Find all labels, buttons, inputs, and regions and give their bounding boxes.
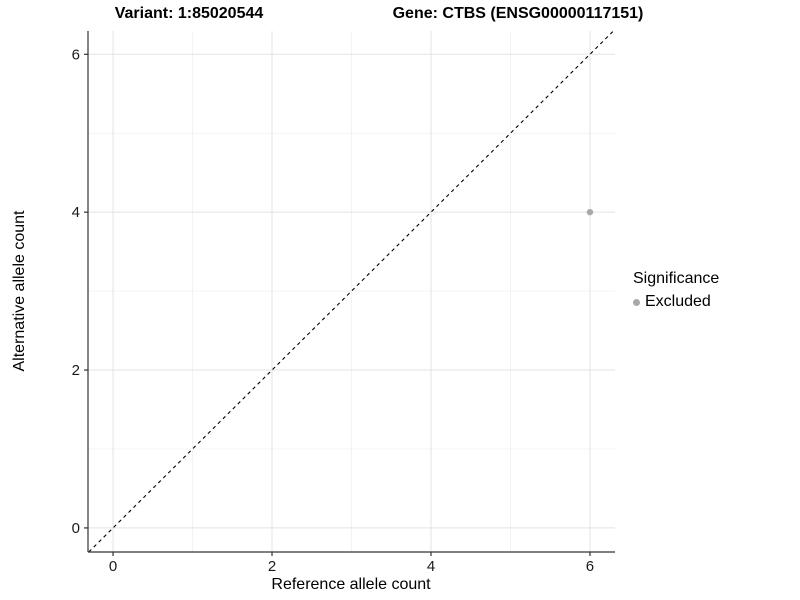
x-tick-label: 4 — [427, 558, 435, 575]
x-axis-label: Reference allele count — [271, 576, 431, 593]
legend-item-label: Excluded — [645, 293, 711, 310]
y-tick-label: 0 — [72, 520, 80, 537]
data-point — [586, 208, 594, 216]
y-axis-label: Alternative allele count — [11, 210, 28, 372]
y-tick-label: 6 — [72, 46, 80, 63]
x-tick-label: 6 — [586, 558, 594, 575]
x-tick-label: 0 — [109, 558, 117, 575]
legend: Significance Excluded — [633, 270, 719, 311]
identity-dashed-line — [88, 30, 614, 553]
y-tick-label: 2 — [72, 362, 80, 379]
legend-item-excluded: Excluded — [633, 293, 719, 311]
x-tick-label: 2 — [268, 558, 276, 575]
plot-title-variant: Variant: 1:85020544 — [114, 5, 264, 22]
legend-point-icon — [633, 298, 640, 306]
plot-title-gene: Gene: CTBS (ENSG00000117151) — [392, 5, 644, 22]
legend-title: Significance — [633, 270, 720, 287]
y-tick-label: 4 — [72, 204, 80, 221]
